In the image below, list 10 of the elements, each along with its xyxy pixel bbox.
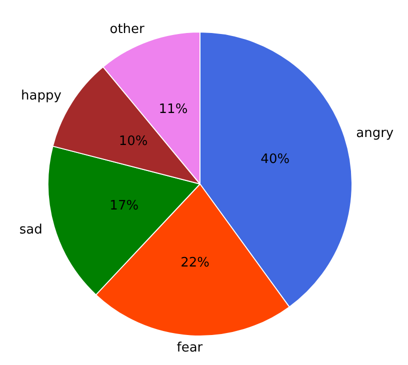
slice-label: fear (176, 340, 204, 356)
slice-label: other (110, 22, 146, 38)
data-label: 10% (118, 134, 148, 150)
data-label: 22% (180, 255, 210, 270)
data-label: 40% (260, 152, 290, 168)
data-label: 17% (110, 198, 139, 214)
slice-label: angry (356, 126, 394, 141)
slice-label: happy (20, 88, 62, 104)
data-label: 11% (158, 102, 188, 118)
slice-label: sad (19, 222, 42, 238)
